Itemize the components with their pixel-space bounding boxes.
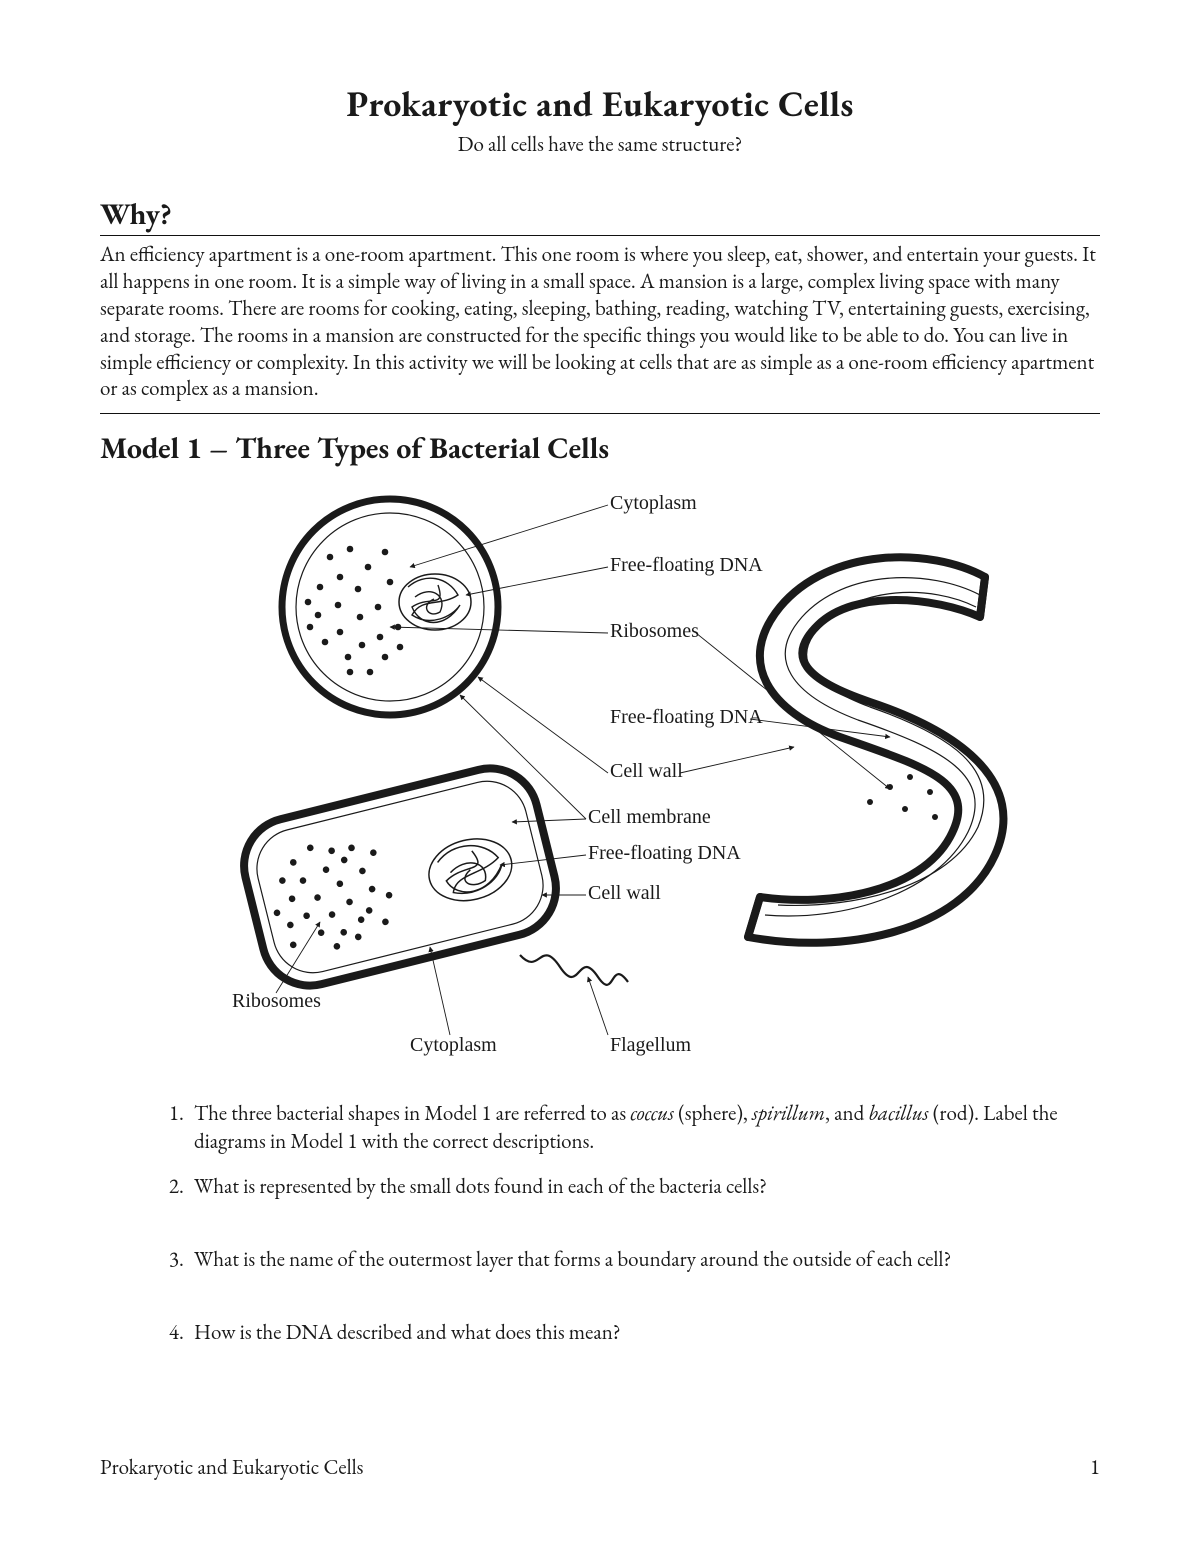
label-dna-3: Free-floating DNA: [588, 842, 741, 864]
footer-page-number: 1: [1090, 1454, 1100, 1481]
label-cellwall-2: Cell wall: [588, 882, 661, 904]
question-3: What is the name of the outermost layer …: [188, 1246, 1100, 1273]
question-1: The three bacterial shapes in Model 1 ar…: [188, 1100, 1100, 1155]
page-title: Prokaryotic and Eukaryotic Cells: [100, 80, 1100, 127]
coccus-cell: [282, 499, 498, 715]
label-membrane: Cell membrane: [588, 806, 711, 828]
why-body: An efficiency apartment is a one-room ap…: [100, 242, 1100, 403]
model-heading: Model 1 – Three Types of Bacterial Cells: [100, 428, 1100, 467]
question-list: The three bacterial shapes in Model 1 ar…: [100, 1100, 1100, 1346]
section-divider: [100, 413, 1100, 414]
label-ribosomes-2: Ribosomes: [232, 990, 321, 1012]
label-dna-1: Free-floating DNA: [610, 554, 763, 576]
page-subtitle: Do all cells have the same structure?: [100, 131, 1100, 158]
flagellum: [520, 955, 628, 985]
question-2: What is represented by the small dots fo…: [188, 1173, 1100, 1200]
label-cytoplasm-1: Cytoplasm: [610, 492, 697, 514]
why-heading: Why?: [100, 194, 1100, 236]
label-cytoplasm-2: Cytoplasm: [410, 1034, 497, 1056]
diagram-container: Cytoplasm Free-floating DNA Ribosomes Fr…: [100, 477, 1100, 1082]
question-4: How is the DNA described and what does t…: [188, 1319, 1100, 1346]
label-cellwall-1: Cell wall: [610, 760, 683, 782]
footer-title: Prokaryotic and Eukaryotic Cells: [100, 1454, 363, 1481]
spirillum-cell: [748, 558, 1003, 944]
bacterial-cells-diagram: Cytoplasm Free-floating DNA Ribosomes Fr…: [190, 477, 1010, 1077]
label-flagellum: Flagellum: [610, 1034, 692, 1056]
label-ribosomes-1: Ribosomes: [610, 620, 699, 642]
bacillus-cell: [234, 758, 566, 996]
label-dna-2: Free-floating DNA: [610, 706, 763, 728]
